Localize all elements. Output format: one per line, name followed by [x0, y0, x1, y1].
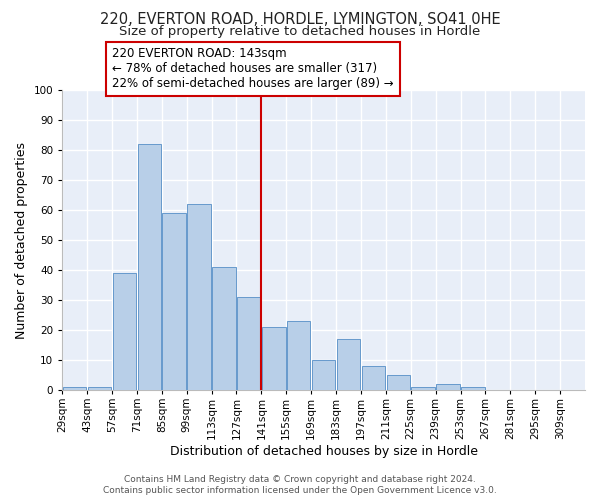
- Bar: [237, 297, 260, 390]
- Bar: [362, 366, 385, 390]
- Bar: [63, 387, 86, 390]
- Bar: [412, 387, 435, 390]
- Bar: [337, 339, 360, 390]
- X-axis label: Distribution of detached houses by size in Hordle: Distribution of detached houses by size …: [170, 444, 478, 458]
- Y-axis label: Number of detached properties: Number of detached properties: [15, 142, 28, 338]
- Bar: [113, 273, 136, 390]
- Bar: [386, 375, 410, 390]
- Text: 220, EVERTON ROAD, HORDLE, LYMINGTON, SO41 0HE: 220, EVERTON ROAD, HORDLE, LYMINGTON, SO…: [100, 12, 500, 28]
- Text: Size of property relative to detached houses in Hordle: Size of property relative to detached ho…: [119, 25, 481, 38]
- Bar: [461, 387, 485, 390]
- Bar: [137, 144, 161, 390]
- Bar: [312, 360, 335, 390]
- Bar: [88, 387, 111, 390]
- Bar: [212, 267, 236, 390]
- Bar: [262, 327, 286, 390]
- Bar: [287, 321, 310, 390]
- Text: Contains public sector information licensed under the Open Government Licence v3: Contains public sector information licen…: [103, 486, 497, 495]
- Bar: [436, 384, 460, 390]
- Bar: [163, 213, 186, 390]
- Text: Contains HM Land Registry data © Crown copyright and database right 2024.: Contains HM Land Registry data © Crown c…: [124, 475, 476, 484]
- Bar: [187, 204, 211, 390]
- Text: 220 EVERTON ROAD: 143sqm
← 78% of detached houses are smaller (317)
22% of semi-: 220 EVERTON ROAD: 143sqm ← 78% of detach…: [112, 48, 394, 90]
